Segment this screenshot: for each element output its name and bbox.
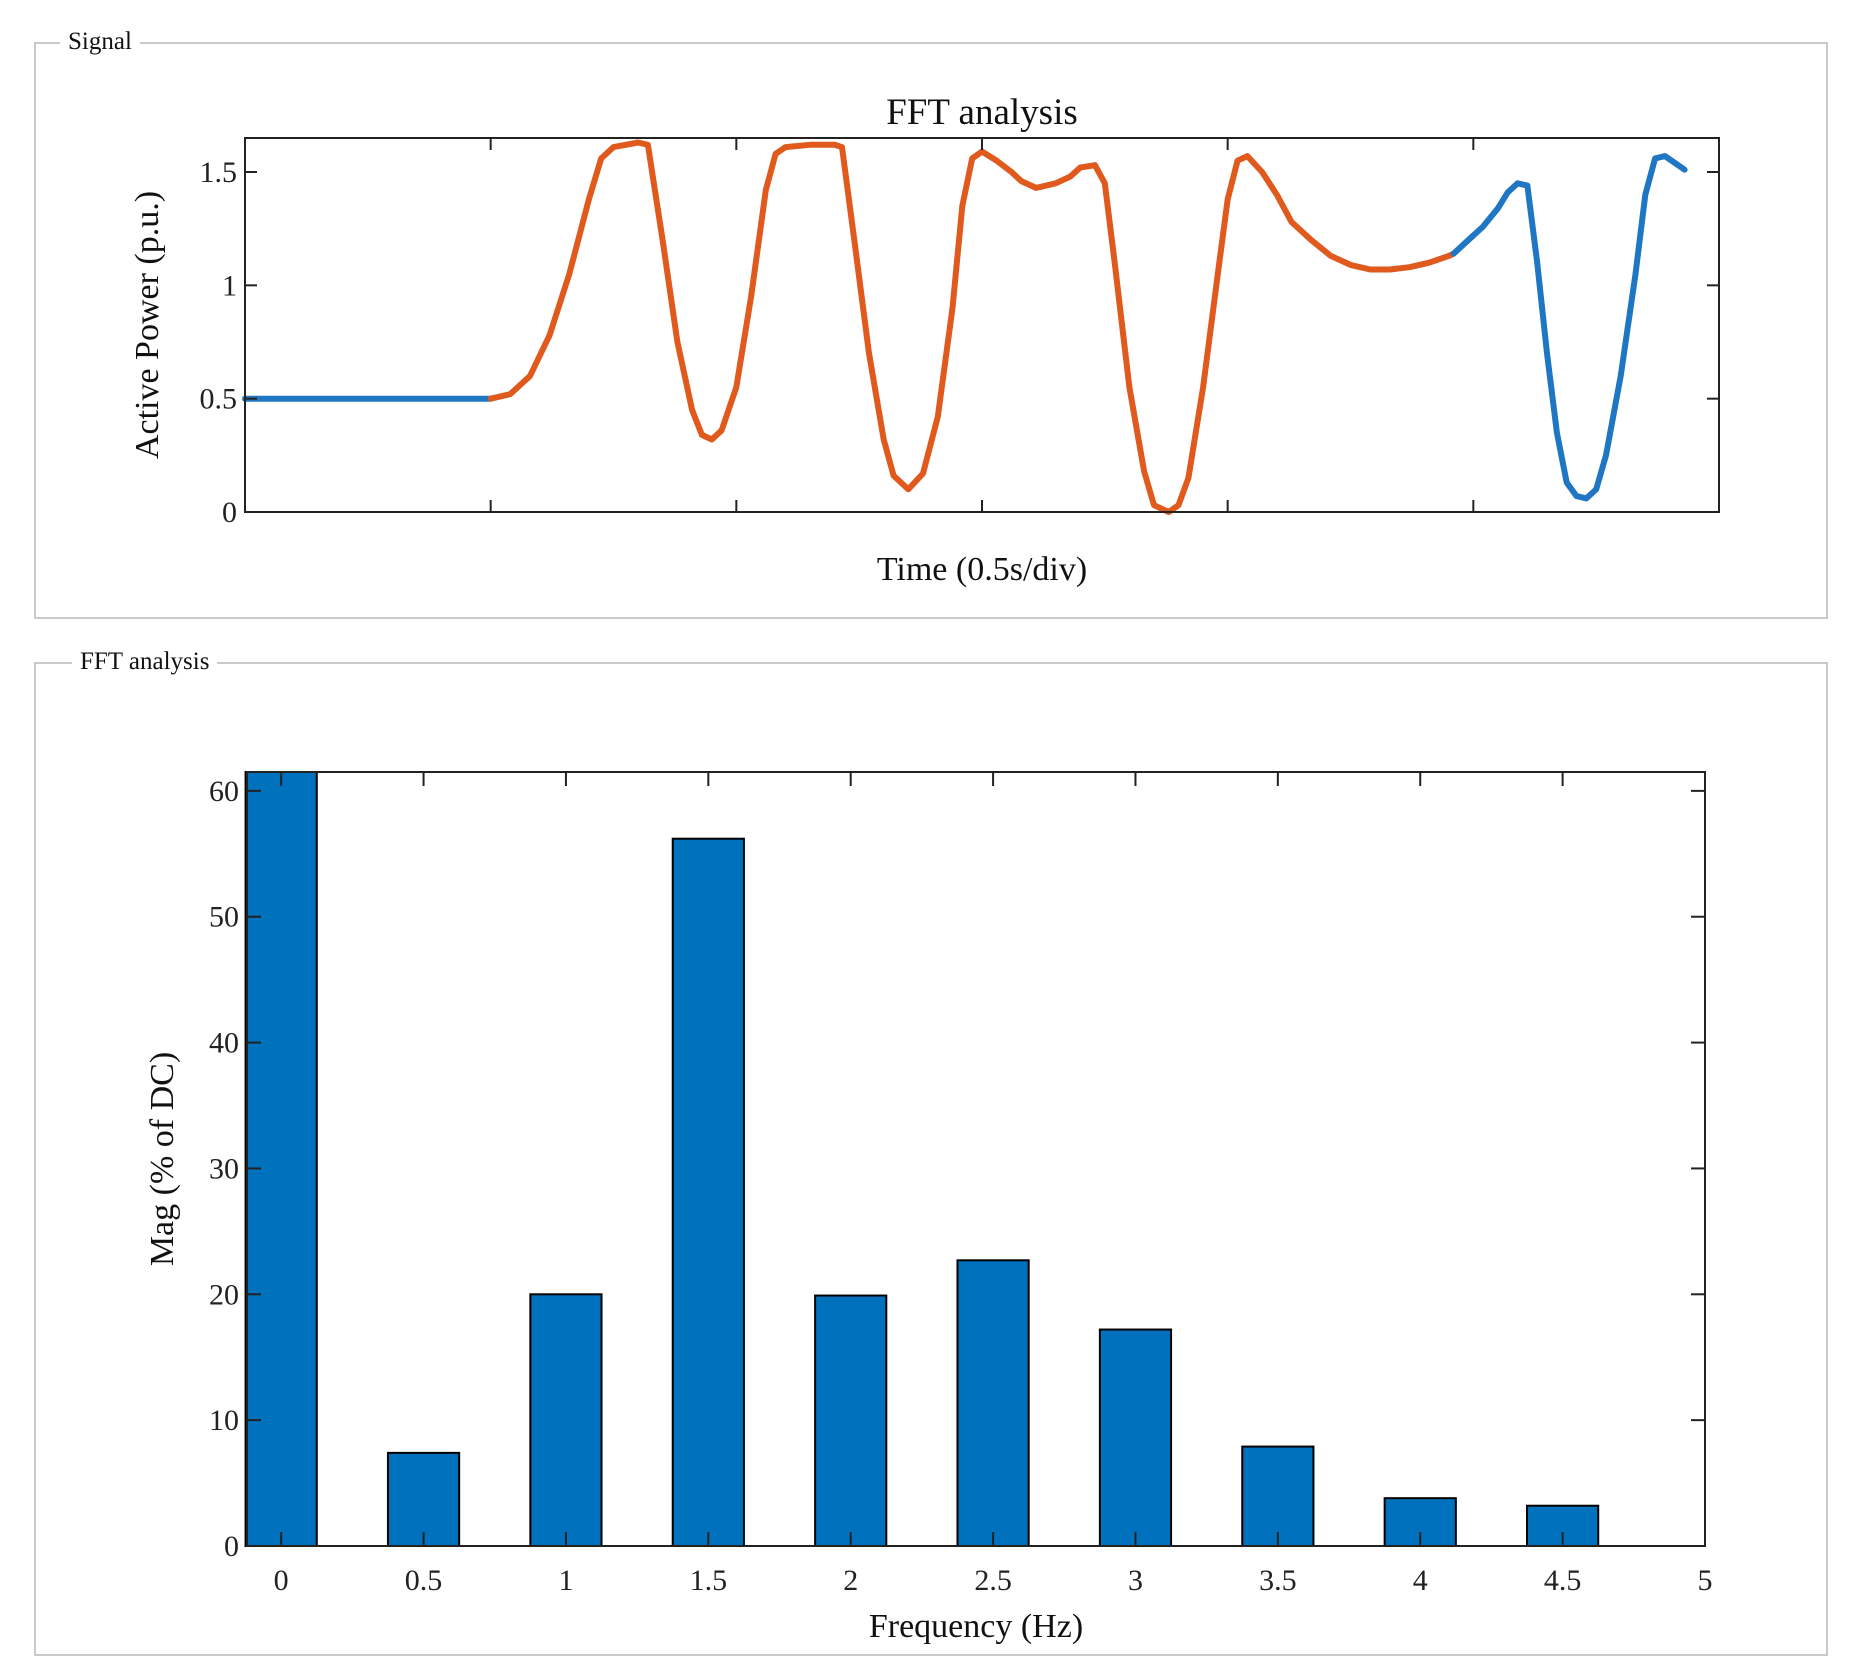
fft-bar <box>956 1259 1030 1548</box>
bar-xtick-label: 1 <box>558 1564 573 1597</box>
fft-panel: FFT analysis <box>34 646 1828 1656</box>
line-chart-xlabel: Time (0.5s/div) <box>877 551 1087 588</box>
bar-xtick-label: 0 <box>274 1564 289 1597</box>
bar-ytick-label: 30 <box>209 1152 239 1185</box>
bar-ytick-label: 10 <box>209 1404 239 1437</box>
line-ytick-label: 0 <box>222 496 237 529</box>
line-ytick-label: 0.5 <box>200 383 238 416</box>
signal-panel: Signal <box>34 26 1828 619</box>
bar-ytick-label: 50 <box>209 901 239 934</box>
fft-bar <box>529 1293 603 1548</box>
bar-xtick-label: 4.5 <box>1544 1564 1582 1597</box>
bar-xtick-label: 3.5 <box>1259 1564 1297 1597</box>
line-series-fft-window <box>487 139 1457 515</box>
bar-xtick-label: 1.5 <box>690 1564 728 1597</box>
bar-plot-frame <box>246 771 1706 1547</box>
bar-xtick-label: 2.5 <box>974 1564 1012 1597</box>
bar-xtick-label: 3 <box>1128 1564 1143 1597</box>
fft-bar <box>386 1451 461 1547</box>
bar-chart-xlabel: Frequency (Hz) <box>869 1608 1083 1645</box>
bar-xtick-label: 5 <box>1698 1564 1713 1597</box>
line-ytick-label: 1.5 <box>200 156 238 189</box>
bar-ytick-label: 20 <box>209 1278 239 1311</box>
line-chart-ylabel: Active Power (p.u.) <box>129 191 166 459</box>
fft-bar <box>244 771 318 1547</box>
fft-bar <box>671 837 745 1547</box>
bar-xtick-label: 2 <box>843 1564 858 1597</box>
signal-panel-title: Signal <box>60 26 140 58</box>
line-series-signal-after-window <box>1450 153 1688 502</box>
fft-bar <box>1098 1328 1173 1548</box>
bar-ytick-label: 0 <box>224 1530 239 1563</box>
line-plot-frame <box>244 137 1720 513</box>
bar-ytick-label: 40 <box>209 1027 239 1060</box>
fft-bar <box>814 1294 888 1548</box>
bar-xtick-label: 4 <box>1413 1564 1428 1597</box>
bar-ytick-label: 60 <box>209 775 239 808</box>
fft-panel-title: FFT analysis <box>72 646 218 678</box>
line-ytick-label: 1 <box>222 269 237 302</box>
fft-bar <box>1241 1445 1315 1547</box>
bar-chart-ylabel: Mag (% of DC) <box>144 1052 181 1266</box>
bar-xtick-label: 0.5 <box>405 1564 443 1597</box>
line-chart-title: FFT analysis <box>886 92 1078 133</box>
